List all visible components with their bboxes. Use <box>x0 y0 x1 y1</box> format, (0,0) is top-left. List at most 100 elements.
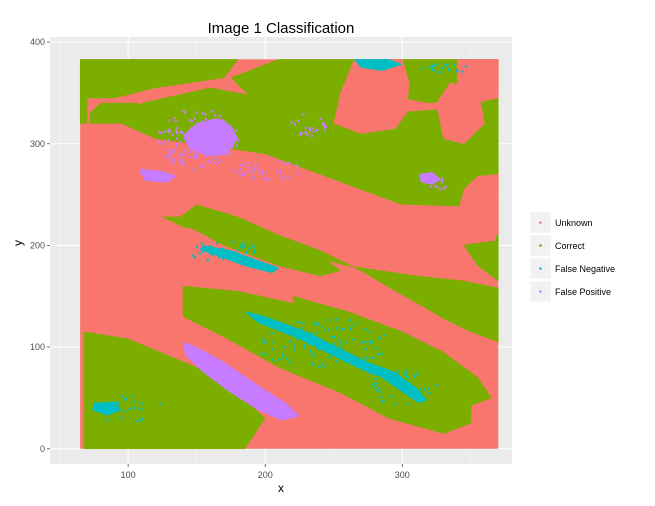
speckle-false-positive <box>229 127 232 131</box>
speckle-false-negative <box>237 260 240 263</box>
speckle-false-positive <box>219 134 222 137</box>
speckle-false-negative <box>200 242 203 245</box>
speckle-false-negative <box>260 352 263 355</box>
speckle-false-positive <box>220 131 224 134</box>
speckle-false-positive <box>173 158 177 161</box>
speckle-false-negative <box>438 71 441 74</box>
speckle-false-negative <box>371 383 375 386</box>
speckle-false-negative <box>206 259 209 262</box>
speckle-false-negative <box>416 393 419 396</box>
speckle-false-positive <box>225 153 228 156</box>
speckle-false-positive <box>203 141 206 144</box>
legend-symbol-correct <box>539 244 542 247</box>
region-false-negative <box>198 245 280 274</box>
speckle-false-positive <box>201 120 204 123</box>
speckle-false-positive <box>204 155 207 158</box>
speckle-false-positive <box>280 160 283 163</box>
speckle-false-positive <box>215 157 219 161</box>
speckle-false-negative <box>376 353 380 356</box>
chart-title: Image 1 Classification <box>207 20 355 37</box>
speckle-false-positive <box>276 168 279 172</box>
speckle-false-positive <box>261 170 264 173</box>
speckle-false-positive <box>163 130 167 133</box>
speckle-false-negative <box>374 382 378 385</box>
speckle-false-positive <box>295 164 298 167</box>
speckle-false-negative <box>432 63 435 67</box>
speckle-false-negative <box>120 416 123 419</box>
speckle-false-positive <box>312 130 315 133</box>
legend-symbol-unknown <box>539 221 542 224</box>
speckle-false-positive <box>200 143 204 146</box>
speckle-false-positive <box>319 117 322 120</box>
speckle-false-positive <box>304 126 307 130</box>
speckle-false-negative <box>301 327 304 330</box>
region-false-positive <box>418 171 442 185</box>
speckle-false-positive <box>170 160 173 163</box>
speckle-false-negative <box>430 65 434 69</box>
speckle-false-negative <box>404 387 408 390</box>
speckle-false-negative <box>133 400 136 403</box>
speckle-false-positive <box>239 163 243 166</box>
speckle-false-positive <box>221 153 224 156</box>
speckle-false-positive <box>431 182 434 185</box>
speckle-false-positive <box>260 172 264 176</box>
y-tick-label: 400 <box>30 37 45 47</box>
speckle-false-negative <box>320 362 323 365</box>
speckle-false-negative <box>341 350 344 354</box>
speckle-false-negative <box>240 260 243 263</box>
speckle-false-positive <box>323 126 326 129</box>
speckle-false-positive <box>193 151 196 154</box>
speckle-false-negative <box>362 356 366 359</box>
speckle-false-negative <box>210 253 214 256</box>
speckle-false-negative <box>328 318 331 322</box>
speckle-false-positive <box>286 176 289 179</box>
speckle-false-negative <box>117 401 121 405</box>
speckle-false-negative <box>289 332 292 335</box>
speckle-false-negative <box>309 350 312 353</box>
speckle-false-positive <box>190 132 194 135</box>
speckle-false-negative <box>464 65 468 68</box>
speckle-false-positive <box>181 161 185 164</box>
speckle-false-positive <box>214 125 217 128</box>
speckle-false-negative <box>455 70 458 73</box>
speckle-false-negative <box>447 69 450 72</box>
speckle-false-negative <box>193 256 197 259</box>
speckle-false-negative <box>303 346 306 349</box>
speckle-false-negative <box>322 365 326 368</box>
speckle-false-positive <box>188 145 191 148</box>
speckle-false-positive <box>175 143 178 146</box>
speckle-false-positive <box>181 163 184 166</box>
speckle-false-negative <box>335 349 338 353</box>
speckle-false-negative <box>413 375 416 378</box>
speckle-false-positive <box>281 177 285 180</box>
speckle-false-positive <box>218 159 222 162</box>
speckle-false-positive <box>180 158 183 162</box>
speckle-false-negative <box>328 356 331 359</box>
speckle-false-positive <box>193 117 196 120</box>
speckle-false-negative <box>253 251 256 254</box>
speckle-false-positive <box>223 123 226 127</box>
speckle-false-negative <box>369 342 372 345</box>
speckle-false-positive <box>257 169 260 172</box>
speckle-false-negative <box>270 332 273 335</box>
speckle-false-negative <box>323 329 326 333</box>
speckle-false-positive <box>288 162 291 165</box>
speckle-false-negative <box>349 328 352 331</box>
speckle-false-negative <box>248 247 251 250</box>
speckle-false-negative <box>288 340 292 343</box>
speckle-false-positive <box>204 145 207 148</box>
speckle-false-positive <box>194 156 197 160</box>
speckle-false-negative <box>296 321 299 324</box>
speckle-false-negative <box>221 257 225 260</box>
speckle-false-positive <box>232 169 236 172</box>
speckle-false-positive <box>167 138 170 142</box>
legend-symbol-false-positive <box>539 290 542 293</box>
speckle-false-positive <box>231 146 234 149</box>
speckle-false-negative <box>251 246 254 249</box>
speckle-false-positive <box>254 167 257 171</box>
speckle-false-negative <box>316 322 319 325</box>
speckle-false-negative <box>204 247 207 250</box>
speckle-false-negative <box>330 335 333 339</box>
speckle-false-negative <box>123 398 126 401</box>
speckle-false-negative <box>121 395 124 398</box>
